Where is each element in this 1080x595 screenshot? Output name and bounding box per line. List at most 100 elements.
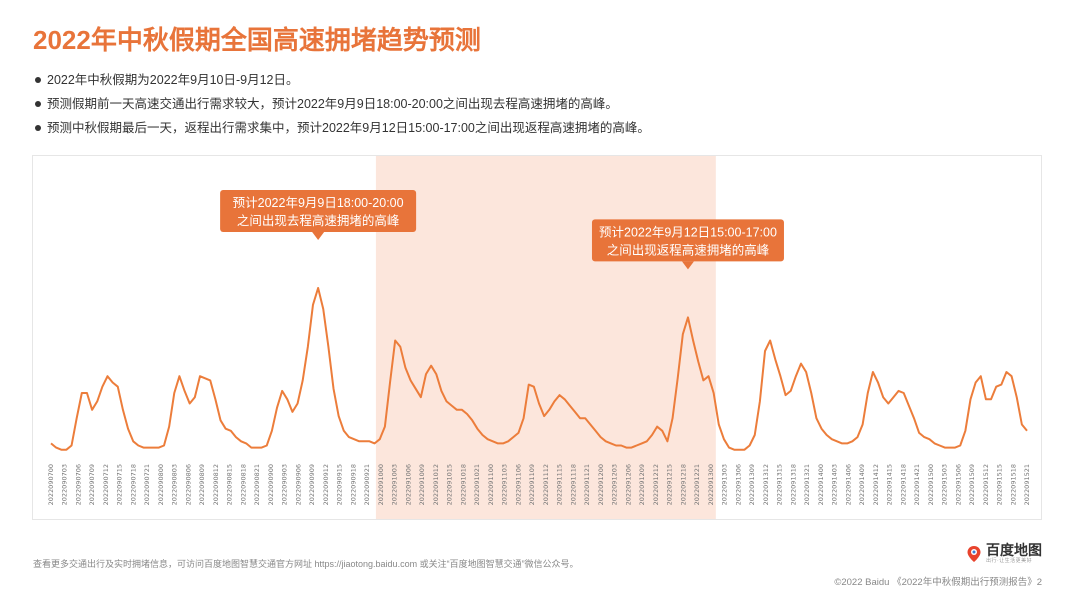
- x-tick-label: 2022091209: [638, 464, 646, 505]
- x-tick-label: 2022091306: [734, 464, 742, 505]
- x-tick-label: 2022090700: [47, 464, 55, 505]
- x-tick-label: 2022091512: [982, 464, 990, 505]
- logo-text: 百度地图: [986, 542, 1042, 558]
- x-tick-label: 2022090715: [116, 464, 124, 505]
- x-tick-label: 2022091109: [528, 464, 536, 505]
- x-tick-label: 2022091215: [666, 464, 674, 505]
- x-tick-label: 2022091112: [542, 464, 550, 505]
- x-tick-label: 2022091506: [954, 464, 962, 505]
- x-tick-label: 2022090915: [336, 464, 344, 505]
- x-tick-label: 2022091118: [569, 464, 577, 505]
- bullet-dot-icon: [35, 76, 41, 83]
- bullet-text: 预测假期前一天高速交通出行需求较大，预计2022年9月9日18:00-20:00…: [47, 97, 618, 111]
- x-tick-label: 2022091009: [418, 464, 426, 505]
- x-tick-label: 2022091509: [968, 464, 976, 505]
- x-tick-label: 2022091318: [789, 464, 797, 505]
- x-tick-label: 2022090906: [294, 464, 302, 505]
- x-tick-label: 2022090703: [61, 464, 69, 505]
- x-tick-label: 2022090800: [157, 464, 165, 505]
- x-tick-label: 2022091200: [597, 464, 605, 505]
- x-tick-label: 2022090806: [184, 464, 192, 505]
- x-tick-label: 2022091100: [487, 464, 495, 505]
- x-tick-label: 2022090815: [226, 464, 234, 505]
- x-tick-label: 2022091003: [391, 464, 399, 505]
- x-tick-label: 2022091012: [432, 464, 440, 505]
- x-tick-label: 2022091300: [707, 464, 715, 505]
- x-tick-label: 2022091106: [514, 464, 522, 505]
- x-tick-label: 2022091309: [748, 464, 756, 505]
- x-tick-label: 2022090809: [198, 464, 206, 505]
- callout-line2: 之间出现返程高速拥堵的高峰: [607, 242, 770, 257]
- x-tick-label: 2022091503: [941, 464, 949, 505]
- callout-line1: 预计2022年9月12日15:00-17:00: [599, 225, 777, 239]
- peak-callout-box: [591, 219, 784, 262]
- baidu-map-logo: 百度地图 出行·让生活更美好: [966, 543, 1042, 565]
- x-tick-label: 2022091015: [446, 464, 454, 505]
- x-tick-label: 2022091218: [679, 464, 687, 505]
- x-tick-label: 2022091121: [583, 464, 591, 505]
- footer-note: 查看更多交通出行及实时拥堵信息，可访问百度地图智慧交通官方网址 https://…: [33, 559, 579, 569]
- x-tick-label: 2022091103: [501, 464, 509, 505]
- callout-line2: 之间出现去程高速拥堵的高峰: [237, 213, 400, 228]
- x-tick-label: 2022091000: [377, 464, 385, 505]
- x-tick-label: 2022091409: [858, 464, 866, 505]
- x-tick-label: 2022091418: [899, 464, 907, 505]
- x-tick-label: 2022091221: [693, 464, 701, 505]
- x-tick-label: 2022091421: [913, 464, 921, 505]
- bullet-item: 2022年中秋假期为2022年9月10日-9月12日。: [35, 68, 650, 92]
- series-line: [50, 287, 1028, 451]
- x-tick-label: 2022091500: [927, 464, 935, 505]
- x-tick-label: 2022090912: [322, 464, 330, 505]
- x-tick-label: 2022090818: [239, 464, 247, 505]
- x-tick-label: 2022090903: [281, 464, 289, 505]
- x-tick-label: 2022091518: [1009, 464, 1017, 505]
- bullet-item: 预测假期前一天高速交通出行需求较大，预计2022年9月9日18:00-20:00…: [35, 92, 650, 116]
- callout-line1: 预计2022年9月9日18:00-20:00: [233, 196, 404, 210]
- holiday-highlight-band: [375, 156, 716, 519]
- x-tick-label: 2022091412: [872, 464, 880, 505]
- copyright-text: ©2022 Baidu 《2022年中秋假期出行预测报告》2: [834, 577, 1042, 588]
- x-tick-label: 2022090900: [267, 464, 275, 505]
- bullet-list: 2022年中秋假期为2022年9月10日-9月12日。 预测假期前一天高速交通出…: [35, 68, 650, 140]
- x-tick-label: 2022090721: [143, 464, 151, 505]
- x-tick-label: 2022090712: [102, 464, 110, 505]
- x-tick-label: 2022090909: [308, 464, 316, 505]
- x-tick-label: 2022090812: [212, 464, 220, 505]
- x-tick-label: 2022091400: [817, 464, 825, 505]
- x-tick-label: 2022090921: [363, 464, 371, 505]
- x-tick-label: 2022091203: [611, 464, 619, 505]
- x-tick-label: 2022091303: [721, 464, 729, 505]
- x-tick-label: 2022090918: [349, 464, 357, 505]
- peak-callout-box: [220, 190, 417, 232]
- x-tick-label: 2022091315: [776, 464, 784, 505]
- x-tick-label: 2022090709: [88, 464, 96, 505]
- x-tick-label: 2022091006: [404, 464, 412, 505]
- x-tick-label: 2022090821: [253, 464, 261, 505]
- bullet-item: 预测中秋假期最后一天，返程出行需求集中，预计2022年9月12日15:00-17…: [35, 116, 650, 140]
- x-tick-label: 2022091515: [996, 464, 1004, 505]
- bullet-dot-icon: [35, 124, 41, 131]
- map-pin-icon: [966, 545, 982, 563]
- x-tick-label: 2022091115: [556, 464, 564, 505]
- x-tick-label: 2022091312: [762, 464, 770, 505]
- callout-pointer: [681, 261, 694, 270]
- x-tick-label: 2022091212: [652, 464, 660, 505]
- callout-pointer: [312, 232, 325, 240]
- x-tick-label: 2022090706: [74, 464, 82, 505]
- x-tick-label: 2022091321: [803, 464, 811, 505]
- x-tick-label: 2022091403: [831, 464, 839, 505]
- bullet-text: 预测中秋假期最后一天，返程出行需求集中，预计2022年9月12日15:00-17…: [47, 121, 650, 135]
- logo-slogan: 出行·让生活更美好: [986, 558, 1033, 564]
- x-tick-label: 2022091021: [473, 464, 481, 505]
- chart-frame: 2022090700 2022090703 2022090706 2022090709…: [32, 155, 1042, 520]
- x-tick-label: 2022090803: [171, 464, 179, 505]
- x-tick-label: 2022091206: [624, 464, 632, 505]
- congestion-line-chart: 2022090700 2022090703 2022090706 2022090709…: [47, 156, 1031, 519]
- x-tick-label: 2022091018: [459, 464, 467, 505]
- x-tick-label: 2022091521: [1023, 464, 1031, 505]
- x-tick-label: 2022090718: [129, 464, 137, 505]
- x-tick-label: 2022091415: [886, 464, 894, 505]
- x-tick-label: 2022091406: [844, 464, 852, 505]
- bullet-dot-icon: [35, 100, 41, 107]
- bullet-text: 2022年中秋假期为2022年9月10日-9月12日。: [47, 73, 299, 87]
